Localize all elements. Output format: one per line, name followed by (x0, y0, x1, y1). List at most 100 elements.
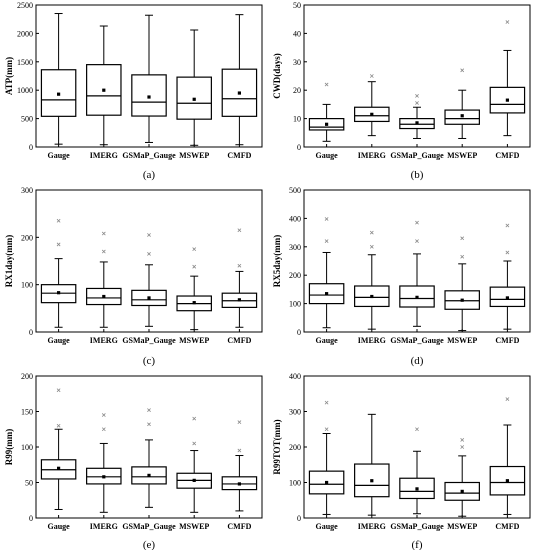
box-gauge (40, 218, 77, 328)
y-tick-label: 0 (297, 328, 301, 337)
y-tick-label: 150 (21, 408, 33, 417)
x-tick-label: GSMaP_Gauge (390, 522, 444, 531)
box-cmfd (221, 228, 258, 328)
outlier-marker (505, 250, 510, 255)
outlier-marker (237, 420, 242, 425)
mean-marker (192, 478, 196, 482)
outlier-marker (147, 422, 151, 427)
mean-marker (57, 92, 61, 96)
x-tick-label: MSWEP (179, 151, 209, 160)
y-tick-label: 300 (289, 408, 301, 417)
y-axis-label: RX1day(mm) (4, 235, 14, 288)
x-tick-label: Gauge (47, 336, 70, 345)
y-tick-label: 40 (293, 29, 301, 38)
outlier-marker (415, 427, 419, 432)
y-tick-label: 500 (21, 115, 33, 124)
panel-3: 0 100 200 300 RX1day(mm) Gauge IMERG GSMaP_Gaug… (4, 186, 263, 367)
box-cmfd (221, 14, 258, 146)
outlier-marker (505, 397, 510, 401)
box-gsmap-gauge (399, 220, 435, 327)
mean-marker (460, 298, 464, 302)
panel-caption: (c) (143, 355, 156, 367)
box-gsmap-gauge (399, 427, 435, 515)
x-tick-label: Gauge (315, 522, 338, 531)
y-axis-label: CWD(days) (272, 53, 282, 99)
y-tick-label: 100 (289, 300, 301, 309)
box-imerg (86, 231, 122, 328)
y-axis-label: R99(mm) (4, 429, 14, 466)
outlier-marker (237, 228, 242, 233)
outlier-marker (460, 236, 465, 241)
mean-marker (370, 479, 374, 483)
outlier-marker (369, 74, 374, 78)
y-tick-label: 400 (289, 214, 301, 223)
x-tick-label: IMERG (90, 151, 118, 160)
outlier-marker (101, 413, 106, 417)
mean-marker (415, 487, 419, 491)
x-tick-label: IMERG (90, 336, 118, 345)
outlier-marker (192, 416, 197, 421)
mean-marker (237, 482, 241, 486)
outlier-marker (192, 441, 197, 446)
outlier-marker (460, 254, 465, 259)
outlier-marker (369, 230, 374, 235)
mean-marker (415, 295, 419, 299)
y-tick-label: 300 (289, 243, 301, 252)
outlier-marker (324, 427, 329, 432)
y-tick-label: 200 (21, 372, 33, 381)
y-tick-label: 2000 (17, 29, 33, 38)
x-tick-label: MSWEP (447, 336, 477, 345)
y-tick-label: 10 (293, 115, 301, 124)
y-tick-label: 0 (29, 143, 33, 152)
box-gsmap-gauge (131, 14, 167, 143)
outlier-marker (324, 82, 329, 87)
box-mswep (444, 236, 480, 332)
x-tick-label: IMERG (358, 151, 386, 160)
mean-marker (102, 475, 106, 479)
mean-marker (237, 91, 241, 95)
outlier-marker (56, 423, 61, 428)
y-axis-label: RX5day(mm) (272, 235, 282, 288)
x-tick-label: Gauge (315, 336, 338, 345)
outlier-marker (415, 239, 419, 244)
y-tick-label: 0 (297, 514, 301, 523)
mean-marker (192, 97, 196, 101)
x-tick-label: GSMaP_Gauge (390, 151, 444, 160)
y-tick-label: 500 (289, 186, 301, 195)
mean-marker (460, 114, 464, 118)
y-axis-label: R99TOT(mm) (272, 419, 282, 474)
x-tick-label: GSMaP_Gauge (122, 522, 176, 531)
y-tick-label: 50 (293, 1, 301, 10)
outlier-marker (369, 244, 374, 249)
mean-marker (147, 296, 151, 300)
box-imerg (354, 74, 390, 137)
mean-marker (192, 301, 196, 305)
x-tick-label: IMERG (90, 522, 118, 531)
x-tick-label: Gauge (315, 151, 338, 160)
outlier-marker (101, 231, 106, 236)
panel-caption: (e) (143, 539, 156, 550)
x-tick-label: MSWEP (179, 336, 209, 345)
outlier-marker (192, 247, 197, 252)
outlier-marker (192, 264, 197, 269)
y-tick-label: 2500 (17, 1, 33, 10)
mean-marker (325, 122, 329, 126)
y-tick-label: 200 (21, 233, 33, 242)
panel-caption: (d) (411, 355, 424, 367)
y-tick-label: 1500 (17, 58, 33, 67)
y-tick-label: 0 (297, 143, 301, 152)
box-cmfd (489, 223, 526, 330)
y-tick-label: 50 (25, 479, 33, 488)
mean-marker (415, 121, 419, 125)
outlier-marker (56, 218, 61, 223)
box-imerg (86, 25, 122, 146)
box-gsmap-gauge (131, 408, 167, 508)
box-gsmap-gauge (131, 233, 167, 327)
outlier-marker (56, 242, 61, 247)
y-tick-label: 0 (29, 328, 33, 337)
box-cmfd (489, 20, 526, 137)
y-tick-label: 100 (289, 479, 301, 488)
y-tick-label: 100 (21, 281, 33, 290)
x-tick-label: IMERG (358, 522, 386, 531)
